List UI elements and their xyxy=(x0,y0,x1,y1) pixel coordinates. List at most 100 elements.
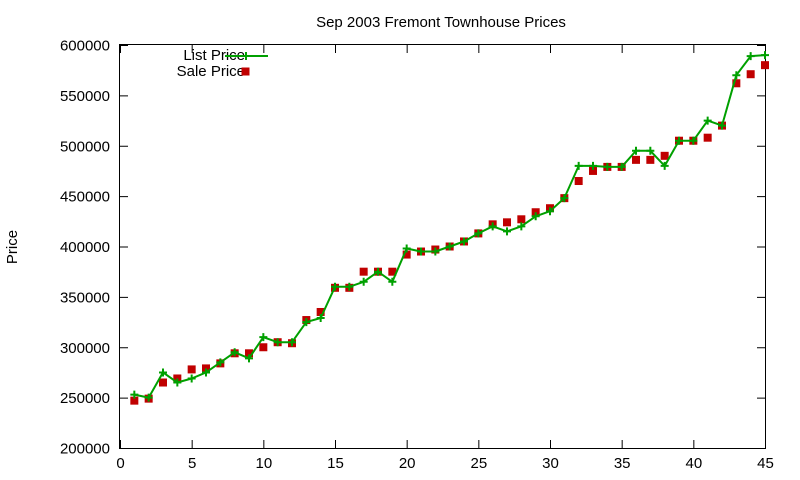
list-price-point xyxy=(603,162,612,171)
sale-price-point xyxy=(574,177,583,186)
sale-price-point xyxy=(202,364,210,373)
legend: List Price Sale Price xyxy=(177,47,268,80)
x-tick-label: 10 xyxy=(255,455,272,472)
sale-price-point xyxy=(316,307,325,316)
list-price-point xyxy=(345,282,354,291)
y-tick-label: 350000 xyxy=(60,289,110,306)
list-price-point xyxy=(130,390,139,399)
sale-price-point xyxy=(130,396,139,405)
sale-price-point xyxy=(402,250,411,259)
y-tick-label: 250000 xyxy=(60,390,110,407)
list-price-point xyxy=(359,277,368,286)
x-tick-label: 20 xyxy=(399,455,416,472)
list-price-point xyxy=(646,146,655,155)
sale-price-point xyxy=(503,218,511,227)
sale-price-point xyxy=(703,133,712,142)
sale-price-point xyxy=(761,61,769,70)
x-tick-label: 40 xyxy=(685,455,702,472)
y-tick-label: 300000 xyxy=(60,340,110,357)
y-axis-label: Price xyxy=(4,230,21,264)
list-price-point xyxy=(718,121,726,130)
list-price-point xyxy=(746,52,755,61)
list-price-point xyxy=(546,207,554,216)
list-price-point xyxy=(531,212,540,221)
list-price-point xyxy=(417,247,425,256)
list-price-point xyxy=(273,338,282,347)
list-price-point xyxy=(488,222,497,231)
list-price-point xyxy=(302,318,311,327)
y-tick-label: 600000 xyxy=(60,38,110,55)
list-price-point xyxy=(703,116,712,125)
list-price-point xyxy=(431,247,440,256)
y-tick-label: 500000 xyxy=(60,138,110,155)
chart-title: Sep 2003 Fremont Townhouse Prices xyxy=(316,14,566,31)
sale-price-point xyxy=(245,349,253,358)
list-price-point xyxy=(445,242,454,251)
legend-marker-sale-price xyxy=(241,67,250,76)
x-tick-label: 25 xyxy=(470,455,487,472)
list-price-point xyxy=(732,71,741,80)
list-price-point xyxy=(288,338,296,347)
list-price-point xyxy=(589,161,597,170)
list-price-point xyxy=(517,222,526,231)
sale-price-point xyxy=(660,151,669,160)
sale-price-point xyxy=(746,70,755,79)
list-price-point xyxy=(202,368,210,377)
x-tick-label: 0 xyxy=(116,455,124,472)
legend-marker-list-price xyxy=(242,52,250,60)
legend-label-sale-price: Sale Price xyxy=(177,63,245,80)
list-price-point xyxy=(660,161,669,170)
sale-price-point xyxy=(732,79,741,88)
list-price-point xyxy=(761,51,769,60)
list-price-point xyxy=(259,333,268,342)
list-price-point xyxy=(144,393,153,402)
series-layer xyxy=(130,51,769,405)
sale-price-point xyxy=(359,267,368,276)
y-tick-label: 400000 xyxy=(60,239,110,256)
sale-price-point xyxy=(646,155,655,164)
x-tick-label: 30 xyxy=(542,455,559,472)
y-axis: 200000 250000 300000 350000 400000 450000 5000… xyxy=(60,38,765,458)
list-price-point xyxy=(617,162,626,171)
y-tick-label: 200000 xyxy=(60,441,110,458)
x-axis: 0 5 10 15 20 25 30 35 40 45 xyxy=(116,45,774,472)
sale-price-point xyxy=(388,267,397,276)
list-price-point xyxy=(331,282,339,291)
list-price-point xyxy=(675,136,683,145)
legend-label-list-price: List Price xyxy=(183,47,245,64)
sale-price-point xyxy=(589,166,597,175)
list-price-point xyxy=(374,267,382,276)
y-tick-label: 550000 xyxy=(60,88,110,105)
sale-price-point xyxy=(173,374,182,383)
sale-price-point xyxy=(517,215,526,224)
list-price-point xyxy=(574,161,583,170)
list-price-point xyxy=(689,136,698,145)
list-price-point xyxy=(474,229,483,238)
list-price-point xyxy=(245,354,253,363)
list-price-point xyxy=(388,277,397,286)
y-tick-label: 450000 xyxy=(60,189,110,206)
x-tick-label: 35 xyxy=(614,455,631,472)
list-price-line xyxy=(134,54,766,399)
sale-price-point xyxy=(159,378,167,387)
list-price-point xyxy=(402,244,411,253)
list-price-point xyxy=(460,237,468,246)
list-price-point xyxy=(159,368,167,377)
x-tick-label: 15 xyxy=(327,455,344,472)
list-price-point xyxy=(173,378,182,387)
list-price-point xyxy=(560,194,569,203)
list-price-point xyxy=(316,314,325,323)
sale-price-point xyxy=(531,208,540,217)
list-price-point xyxy=(503,227,511,236)
sale-price-point xyxy=(632,155,640,164)
x-tick-label: 5 xyxy=(188,455,196,472)
sale-price-point xyxy=(259,343,268,352)
list-price-point xyxy=(230,348,239,357)
plot-frame xyxy=(119,44,766,449)
list-price-point xyxy=(187,374,196,383)
list-price-point xyxy=(216,358,225,367)
list-price-point xyxy=(632,146,640,155)
x-tick-label: 45 xyxy=(757,455,774,472)
sale-price-point xyxy=(187,365,196,374)
